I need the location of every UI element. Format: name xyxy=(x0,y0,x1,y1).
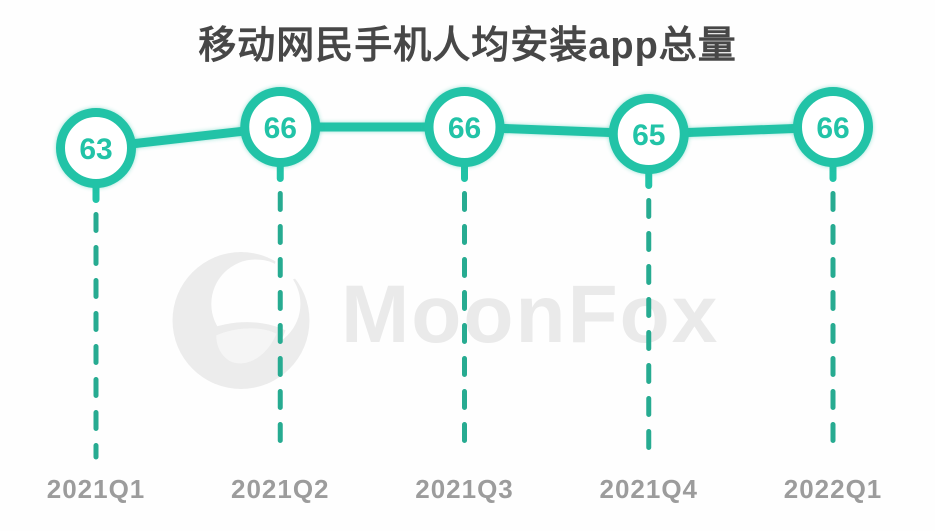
data-point: 66 xyxy=(424,87,505,167)
watermark: MoonFox xyxy=(155,238,719,403)
x-axis-label: 2021Q4 xyxy=(599,474,698,504)
chart-title: 移动网民手机人均安装app总量 xyxy=(198,25,737,67)
x-axis-label: 2022Q1 xyxy=(784,474,883,504)
data-point-circle xyxy=(56,108,136,188)
data-point-value: 66 xyxy=(264,112,297,145)
watermark-text: MoonFox xyxy=(341,268,720,360)
data-point-value: 63 xyxy=(79,133,112,166)
data-point: 63 xyxy=(56,108,136,188)
data-point-circle xyxy=(793,87,873,167)
data-point-value: 65 xyxy=(632,119,665,152)
x-axis-label: 2021Q1 xyxy=(47,474,146,504)
data-point: 66 xyxy=(793,87,873,167)
data-point: 66 xyxy=(240,87,321,167)
x-axis-label: 2021Q3 xyxy=(415,474,514,504)
data-point-circle xyxy=(240,87,321,167)
x-axis-label: 2021Q2 xyxy=(231,474,330,504)
data-point-circle xyxy=(424,87,505,167)
data-point-value: 66 xyxy=(448,112,481,145)
data-point-value: 66 xyxy=(816,112,849,145)
data-point: 65 xyxy=(608,94,689,174)
data-point-circle xyxy=(608,94,689,174)
